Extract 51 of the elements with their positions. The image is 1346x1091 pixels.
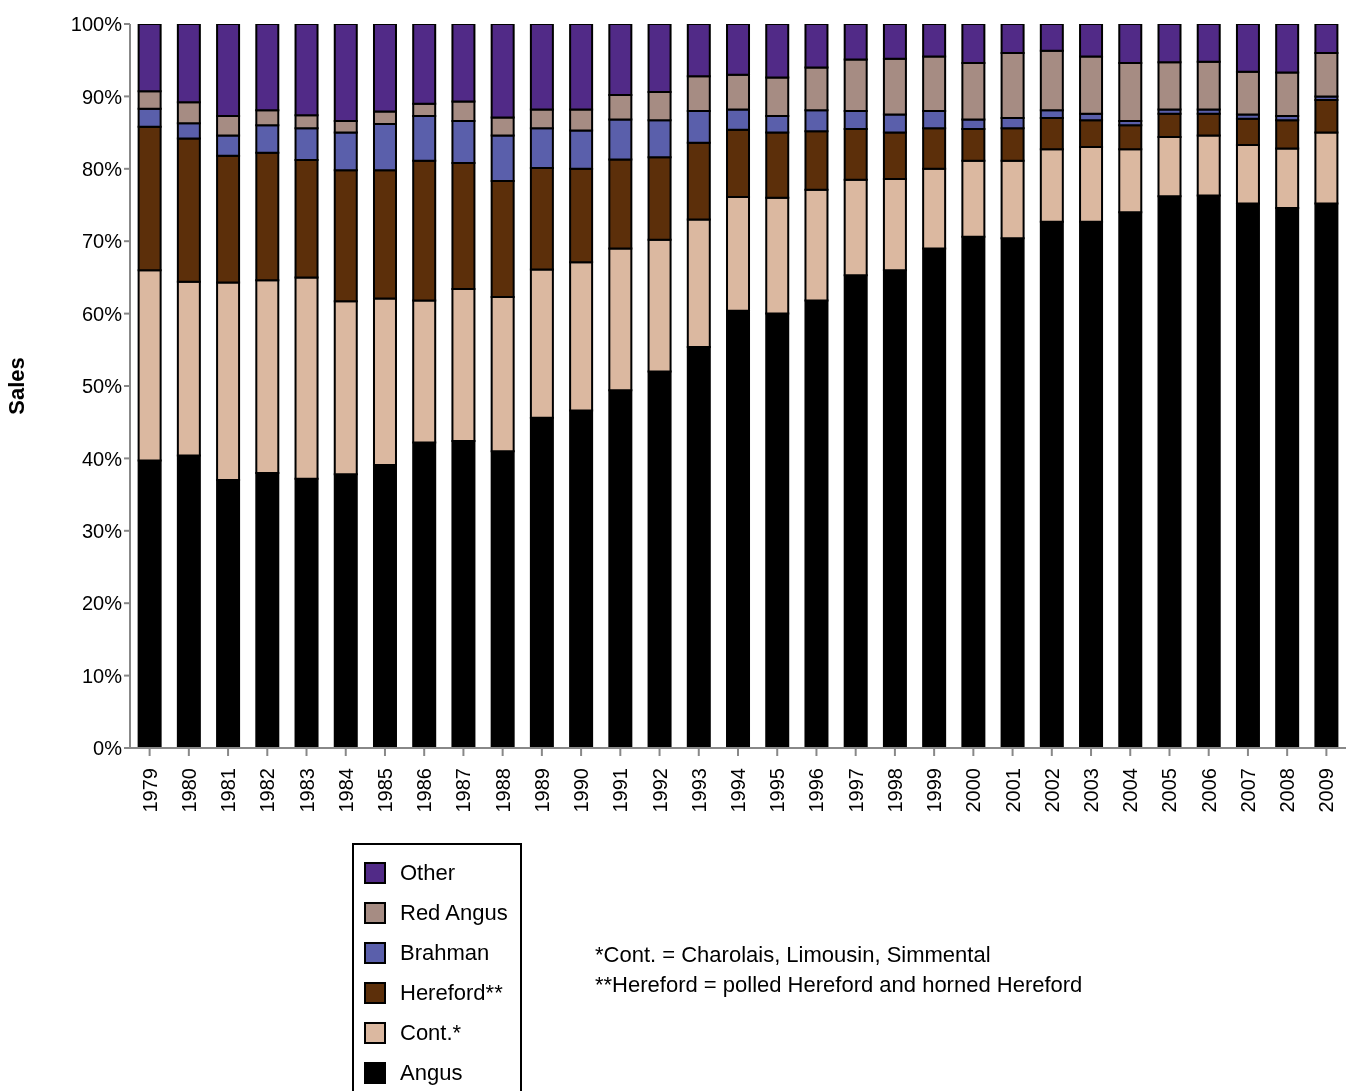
y-tick-label: 80%: [81, 157, 123, 180]
y-tick-label: 50%: [81, 375, 123, 398]
x-tick-label: 1985: [373, 768, 396, 813]
x-tick-label: 1995: [766, 768, 789, 813]
x-tick-label: 2000: [962, 768, 985, 813]
x-tick-label: 1984: [334, 768, 357, 813]
x-tick-label: 1993: [687, 768, 710, 813]
x-tick-label: 1979: [138, 768, 161, 813]
x-tick-label: 1992: [648, 768, 671, 813]
x-tick-label: 2007: [1236, 768, 1259, 813]
x-tick-label: 1986: [413, 768, 436, 813]
legend-label: Angus: [400, 1060, 463, 1086]
x-tick-label: 1981: [217, 768, 240, 813]
text: **Hereford = polled Hereford and horned Hereford: [595, 971, 1083, 999]
x-tick-label: 2006: [1197, 768, 1220, 813]
text: *Cont. = Charolais, Limousin, Simmental: [595, 941, 992, 969]
x-tick-label: 1988: [491, 768, 514, 813]
y-tick-label: 40%: [81, 447, 123, 470]
x-tick-label: 1980: [177, 768, 200, 813]
x-tick-label: 2001: [1001, 768, 1024, 813]
y-tick-label: 0%: [93, 737, 123, 760]
x-tick-label: 2002: [1040, 768, 1063, 813]
legend-label: Red Angus: [400, 900, 508, 926]
y-tick-label: 70%: [81, 230, 123, 253]
legend-label: Other: [400, 860, 456, 886]
x-tick-label: 1987: [452, 768, 475, 813]
y-tick-label: 30%: [81, 519, 123, 542]
legend-label: Brahman: [400, 940, 490, 966]
x-tick-label: 1997: [844, 768, 867, 813]
x-tick-label: 2004: [1119, 768, 1142, 813]
x-tick-label: 1998: [883, 768, 906, 813]
legend-label: Hereford**: [400, 980, 503, 1006]
x-tick-label: 1996: [805, 768, 828, 813]
x-tick-label: 1990: [570, 768, 593, 813]
x-tick-label: 1991: [609, 768, 632, 813]
legend-label: Cont.*: [400, 1020, 462, 1046]
x-tick-label: 2005: [1158, 768, 1181, 813]
y-axis-title: Sales: [3, 357, 29, 415]
x-tick-label: 1989: [530, 768, 553, 813]
x-tick-label: 1982: [256, 768, 279, 813]
x-tick-label: 1999: [923, 768, 946, 813]
y-tick-label: 90%: [81, 85, 123, 108]
y-tick-label: 60%: [81, 302, 123, 325]
y-tick-label: 10%: [81, 664, 123, 687]
x-tick-label: 1983: [295, 768, 318, 813]
y-tick-label: 100%: [70, 13, 123, 36]
x-tick-label: 1994: [727, 768, 749, 813]
x-tick-label: 2003: [1080, 768, 1103, 813]
y-tick-label: 20%: [81, 592, 123, 615]
x-tick-label: 2009: [1315, 768, 1338, 813]
x-tick-label: 2008: [1276, 768, 1299, 813]
